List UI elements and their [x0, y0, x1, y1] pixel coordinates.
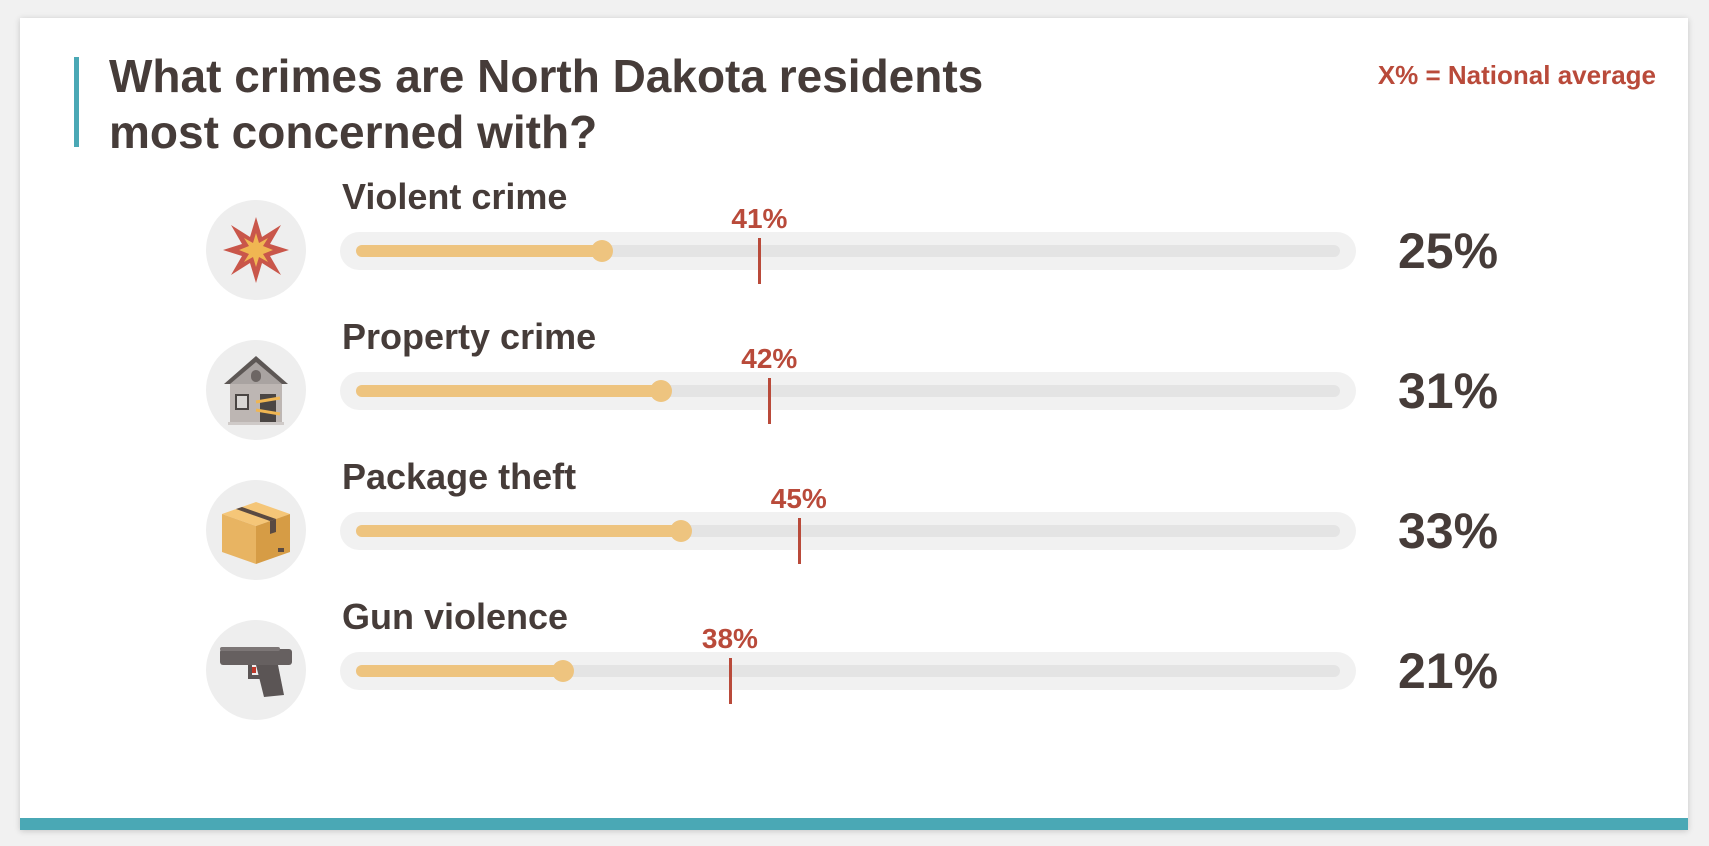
- category-label: Violent crime: [342, 176, 568, 217]
- bar-fill: [356, 245, 602, 257]
- national-average-marker: [797, 518, 801, 564]
- bar-track: 42%: [340, 343, 1356, 424]
- house-icon: [206, 340, 306, 440]
- national-average-marker: [728, 658, 732, 704]
- package-icon: [206, 480, 306, 580]
- bar-track: 38%: [340, 623, 1356, 704]
- bar-knob: [669, 520, 692, 542]
- bar-knob: [650, 380, 673, 402]
- value-label: 33%: [1398, 503, 1499, 559]
- bar-row: Package theft 45% 33%: [20, 456, 1688, 602]
- value-label: 31%: [1398, 363, 1499, 419]
- category-label: Property crime: [342, 316, 597, 357]
- bar-fill: [356, 385, 662, 397]
- bar-knob: [591, 240, 613, 262]
- category-label: Gun violence: [342, 596, 569, 637]
- national-average-label: 38%: [701, 623, 758, 654]
- footer-stripe: [20, 818, 1688, 830]
- gun-icon: [206, 620, 306, 720]
- bar-row: Violent crime 41% 25%: [20, 176, 1688, 322]
- national-average-marker: [758, 238, 762, 284]
- bar-knob: [551, 660, 574, 682]
- title-accent-bar: [74, 57, 79, 147]
- bar-row: Property crime 42% 31%: [20, 316, 1688, 462]
- bar-track: 45%: [340, 483, 1356, 564]
- legend-note: X% = National average: [1377, 60, 1656, 90]
- value-label: 21%: [1398, 643, 1499, 699]
- explosion-icon: [206, 200, 306, 300]
- category-label: Package theft: [342, 456, 577, 497]
- bar-track: 41%: [340, 203, 1356, 284]
- bar-fill: [356, 665, 563, 677]
- bar-fill: [356, 525, 681, 537]
- national-average-marker: [768, 378, 772, 424]
- national-average-label: 41%: [731, 203, 788, 234]
- bar-row: Gun violence 38% 21%: [20, 596, 1688, 742]
- chart-title: What crimes are North Dakota residents m…: [109, 50, 984, 158]
- national-average-label: 42%: [741, 343, 798, 374]
- national-average-label: 45%: [770, 483, 827, 514]
- value-label: 25%: [1398, 223, 1499, 279]
- chart-card: What crimes are North Dakota residents m…: [20, 18, 1688, 830]
